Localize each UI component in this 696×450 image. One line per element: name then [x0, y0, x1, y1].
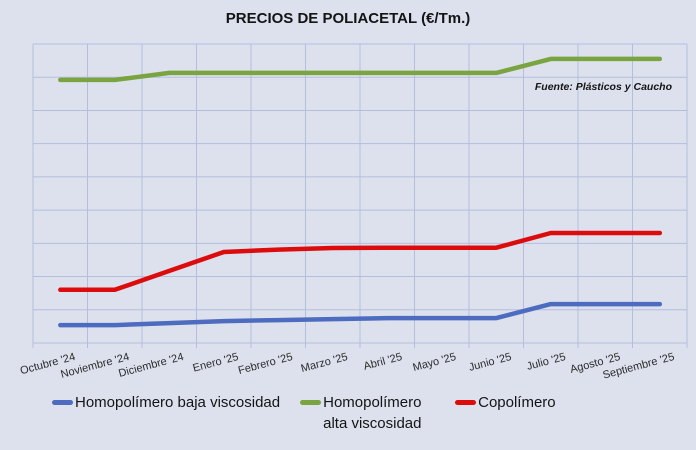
chart-title: PRECIOS DE POLIACETAL (€/Tm.): [225, 10, 471, 27]
legend-line-sample-green: [300, 400, 322, 405]
legend-item-homopolimero-baja: Homopolímero baja viscosidad: [52, 392, 280, 413]
series-line-0: [58, 301, 663, 328]
series-lines: [58, 56, 663, 328]
legend-line-sample-blue: [52, 400, 73, 405]
legend-line-sample-red: [455, 400, 477, 405]
legend-item-homopolimero-alta: Homopolímero alta viscosidad: [300, 392, 435, 434]
series-line-1: [58, 56, 663, 83]
legend-label: Homopolímero alta viscosidad: [323, 394, 422, 432]
gridlines: [32, 43, 688, 348]
legend-label: Copolímero: [478, 394, 556, 411]
legend: Homopolímero baja viscosidad Homopolímer…: [52, 392, 556, 434]
legend-item-copolimero: Copolímero: [455, 392, 556, 413]
source-note: Fuente: Plásticos y Caucho: [534, 81, 672, 93]
series-line-2: [58, 230, 663, 293]
legend-label: Homopolímero baja viscosidad: [75, 394, 281, 411]
